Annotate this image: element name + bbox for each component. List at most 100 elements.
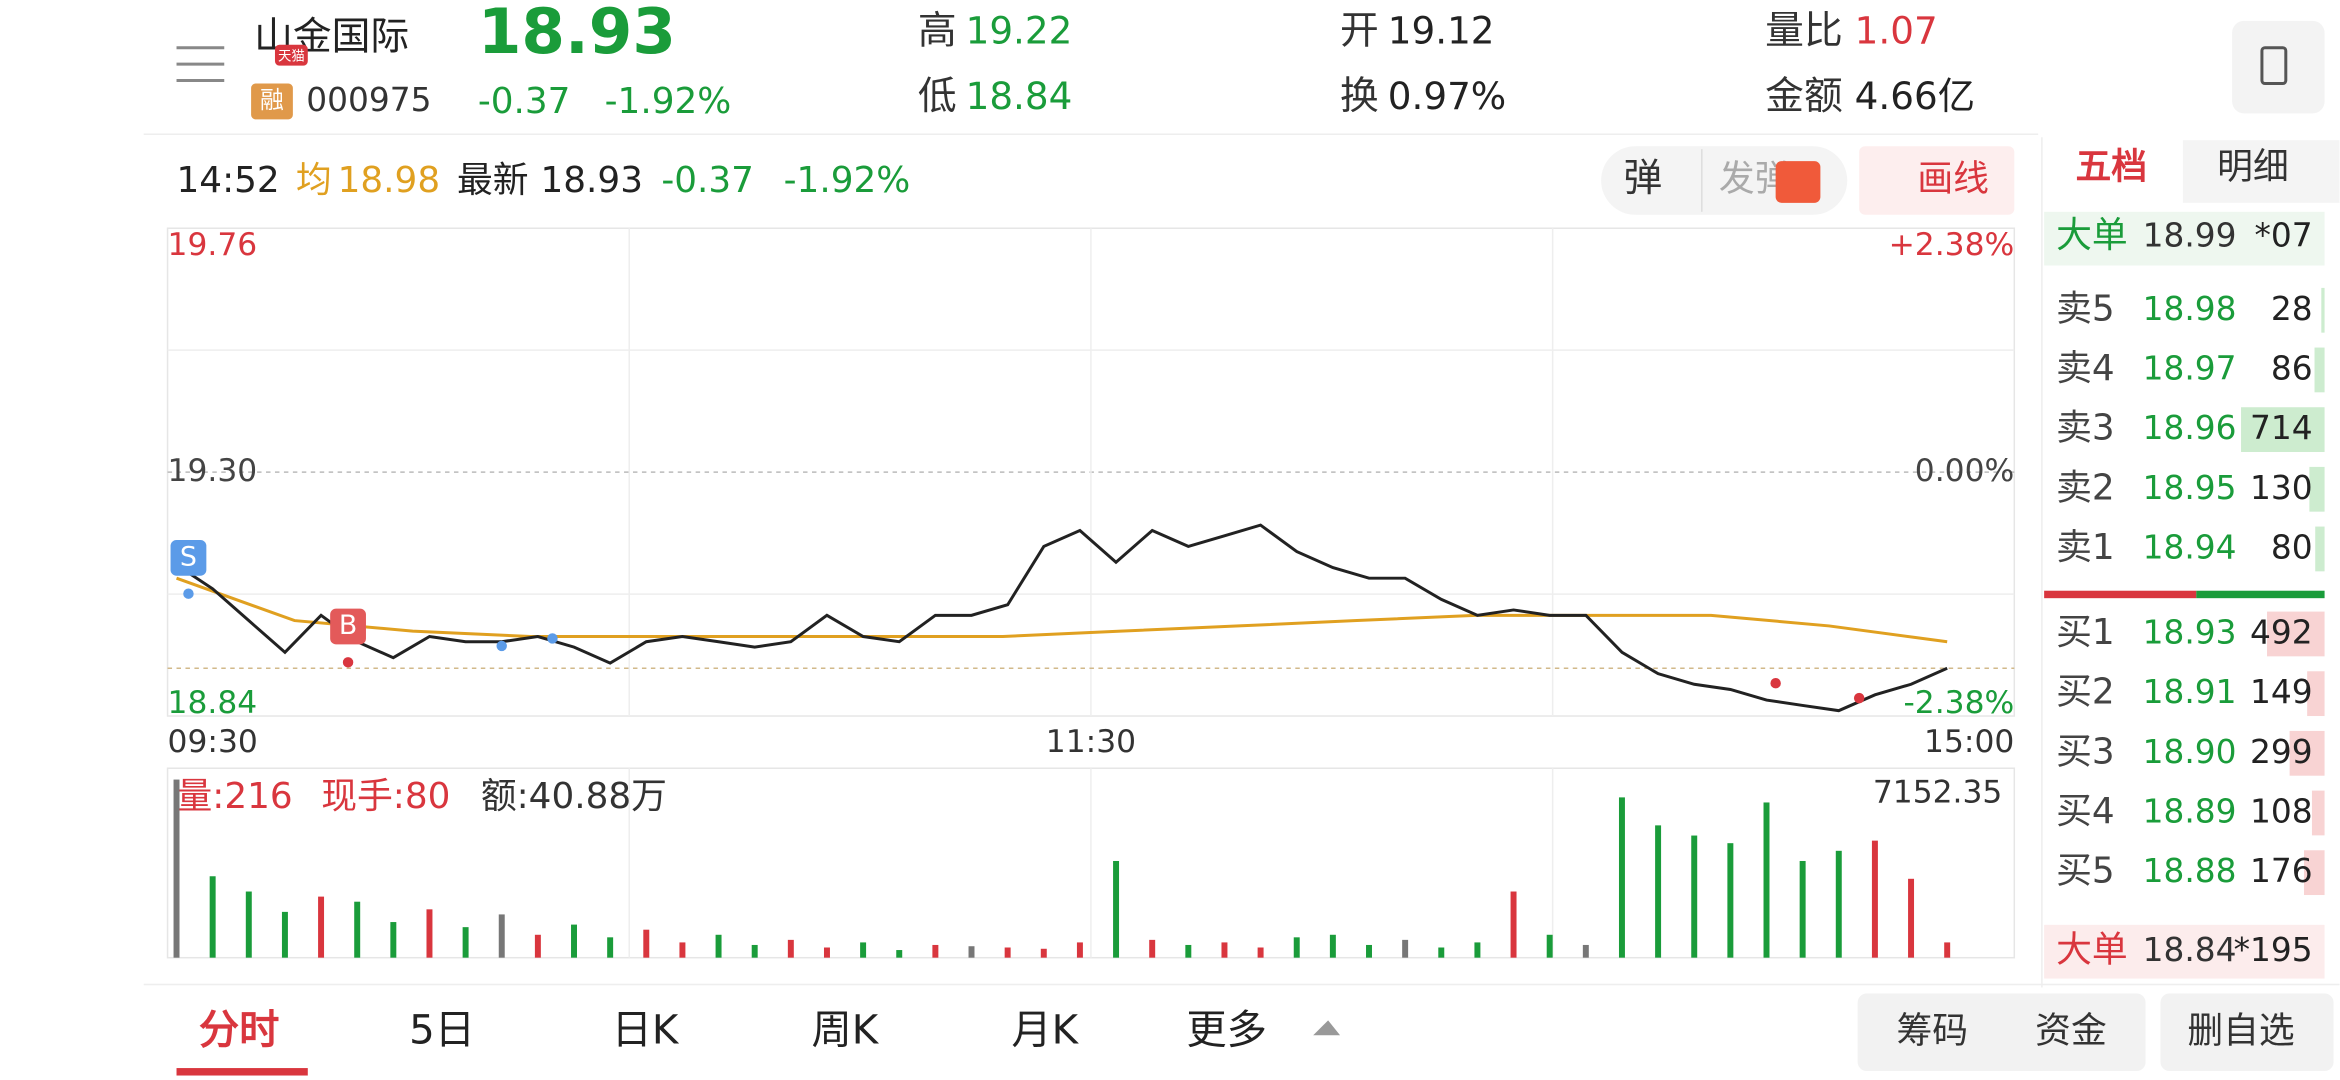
trade-dot — [496, 640, 507, 652]
trade-dot — [1853, 692, 1865, 704]
stat-label: 金额 — [1765, 74, 1843, 119]
depth-bar — [2241, 407, 2325, 452]
volume-bar — [1113, 860, 1120, 958]
fullscreen-icon — [2260, 46, 2288, 86]
level-vol: 86 — [2271, 349, 2313, 387]
volume-bar — [571, 924, 577, 958]
tab[interactable]: 更多 — [1186, 1007, 1267, 1053]
volume-bar — [1908, 878, 1915, 958]
volume-bar — [1293, 937, 1300, 958]
price: 18.93 — [478, 0, 676, 68]
big-vol: *07 — [2255, 217, 2313, 255]
depth-bar — [2289, 730, 2325, 776]
level-price: 18.95 — [2143, 469, 2237, 507]
change-pct: -1.92% — [605, 81, 732, 122]
tab-active[interactable]: 分时 — [199, 1007, 280, 1053]
volume-label: 量:216 — [177, 776, 293, 817]
menu-icon[interactable] — [176, 46, 225, 83]
stat-value: 19.22 — [966, 8, 1073, 52]
big-bottom-bg — [2044, 924, 2325, 979]
y-tick-label: 18.84 — [168, 685, 258, 721]
volume-bar — [1582, 944, 1589, 958]
latest-value: 18.93 — [540, 160, 642, 201]
volume-bar — [1510, 891, 1517, 958]
volume-bar — [173, 779, 180, 958]
tab[interactable]: 5日 — [409, 1007, 475, 1053]
stat-label: 量比 — [1765, 8, 1843, 53]
volume-bar — [1763, 802, 1770, 958]
stat-label: 高 — [918, 8, 957, 53]
tab[interactable]: 月K — [1011, 1007, 1079, 1053]
tab[interactable]: 日K — [612, 1007, 680, 1053]
depth-bar — [2321, 287, 2325, 333]
draw-button[interactable] — [1859, 146, 2015, 215]
level-price: 18.98 — [2143, 290, 2237, 328]
action-box[interactable] — [2160, 993, 2334, 1072]
volume-bar — [1366, 944, 1372, 958]
gift-icon — [1775, 161, 1821, 203]
big-price: 18.84 — [2143, 931, 2237, 969]
trade-dot — [547, 633, 558, 644]
volume-bar — [896, 950, 903, 958]
action[interactable]: 资金 — [2035, 1010, 2107, 1051]
divider — [2041, 137, 2043, 988]
volume-bar — [607, 937, 614, 958]
depth-bar — [2311, 790, 2325, 836]
tab[interactable]: 周K — [811, 1007, 879, 1053]
volume-bar — [1149, 939, 1156, 958]
volume-bar — [1799, 860, 1806, 958]
volume-bar — [968, 946, 975, 958]
x-tick-label: 15:00 — [1924, 724, 2014, 760]
big-label: 大单 — [2056, 930, 2128, 971]
draw: 画线 — [1917, 158, 1989, 199]
volume-bar — [751, 944, 758, 958]
stat-label: 换 — [1340, 74, 1379, 119]
action-box[interactable] — [1857, 993, 2146, 1072]
volume-bar — [1438, 947, 1445, 958]
margin-tag-bg — [251, 83, 293, 120]
action[interactable]: 筹码 — [1896, 1010, 1968, 1051]
volume-bar — [1655, 825, 1662, 958]
tab-inactive-bg — [2182, 140, 2340, 203]
volume-bar — [498, 914, 505, 958]
margin-tag: 融 — [260, 86, 284, 114]
level-label: 卖5 — [2056, 288, 2115, 329]
level-price: 18.89 — [2143, 792, 2237, 830]
trade-dot — [1770, 677, 1781, 689]
level-label: 买5 — [2056, 851, 2115, 892]
volume-bar — [1546, 934, 1553, 958]
time: 14:52 — [177, 160, 280, 201]
volume-bar — [318, 896, 325, 958]
action[interactable]: 删自选 — [2187, 1010, 2294, 1051]
trade-dot — [342, 657, 354, 668]
y-tick-label: 19.30 — [168, 453, 258, 489]
level-vol: 149 — [2250, 673, 2313, 711]
level-vol: 28 — [2271, 290, 2313, 328]
stat-value: 19.12 — [1388, 8, 1495, 52]
level-label: 卖1 — [2056, 527, 2115, 568]
volume-bar — [390, 922, 397, 958]
level-price: 18.91 — [2143, 673, 2237, 711]
depth-bar — [2309, 466, 2325, 512]
stat-label: 低 — [918, 74, 957, 119]
y2-tick-label: 0.00% — [1915, 453, 2014, 489]
volume-bar — [823, 947, 830, 958]
level-price: 18.90 — [2143, 733, 2237, 771]
price-line — [175, 523, 1948, 713]
stat-value: 0.97% — [1388, 74, 1506, 118]
fullscreen-button[interactable] — [2232, 20, 2325, 114]
level-label: 买3 — [2056, 731, 2115, 772]
volume-bar — [1871, 840, 1878, 958]
buy-marker: B — [339, 610, 357, 641]
level-vol: 130 — [2250, 469, 2313, 507]
badge: 天猫 — [278, 49, 305, 65]
volume-bar — [932, 944, 939, 958]
big-top-bg — [2044, 211, 2325, 266]
avg-label: 均 — [296, 160, 332, 201]
level-label: 卖3 — [2056, 408, 2115, 449]
volume-bar — [426, 909, 433, 958]
level-vol: 714 — [2250, 409, 2313, 447]
stat-value: 18.84 — [966, 74, 1073, 118]
